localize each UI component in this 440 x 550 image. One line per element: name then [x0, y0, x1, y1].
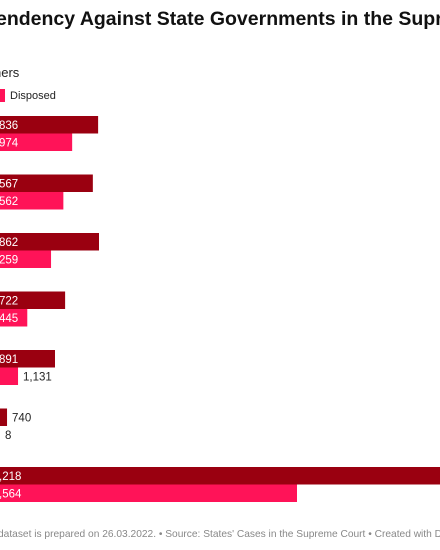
chart-title: Pendency Against State Governments in th… [0, 8, 440, 30]
bar-pending-5 [0, 408, 8, 426]
legend: Disposed [0, 89, 56, 102]
chart-footer: dataset is prepared on 26.03.2022. • Sou… [0, 529, 440, 540]
bar-pending-0 [0, 116, 99, 134]
data-label-pending-2: 862 [0, 237, 18, 249]
bar-disposed-3 [0, 309, 28, 327]
bar-pending-6 [0, 467, 440, 485]
bar-disposed-4 [0, 367, 19, 385]
data-label-pending-4: 891 [0, 354, 18, 366]
bar-disposed-6 [0, 484, 297, 502]
bar-pending-3 [0, 291, 66, 309]
bar-disposed-2 [0, 250, 52, 268]
data-label-disposed-5: 8 [5, 430, 11, 442]
bar-pending-2 [0, 233, 99, 251]
data-label-disposed-2: 259 [0, 254, 18, 266]
data-label-disposed-4: 1,131 [23, 371, 52, 383]
bar-pending-4 [0, 350, 55, 368]
data-label-pending-3: 722 [0, 295, 18, 307]
data-label-pending-5: 740 [12, 412, 31, 424]
data-label-disposed-1: 562 [0, 196, 18, 208]
data-label-disposed-0: 974 [0, 137, 19, 149]
data-label-pending-6: ,218 [0, 471, 21, 483]
data-label-disposed-3: 445 [0, 313, 18, 325]
legend-label-disposed: Disposed [10, 89, 56, 102]
bar-pending-1 [0, 174, 93, 192]
bar-disposed-1 [0, 192, 64, 210]
data-label-pending-1: 567 [0, 178, 18, 190]
legend-swatch-disposed [0, 89, 5, 102]
chart-subtitle: ners [0, 65, 20, 80]
bar-disposed-0 [0, 133, 73, 151]
data-label-pending-0: 836 [0, 120, 18, 132]
data-label-disposed-6: ,564 [0, 488, 22, 500]
